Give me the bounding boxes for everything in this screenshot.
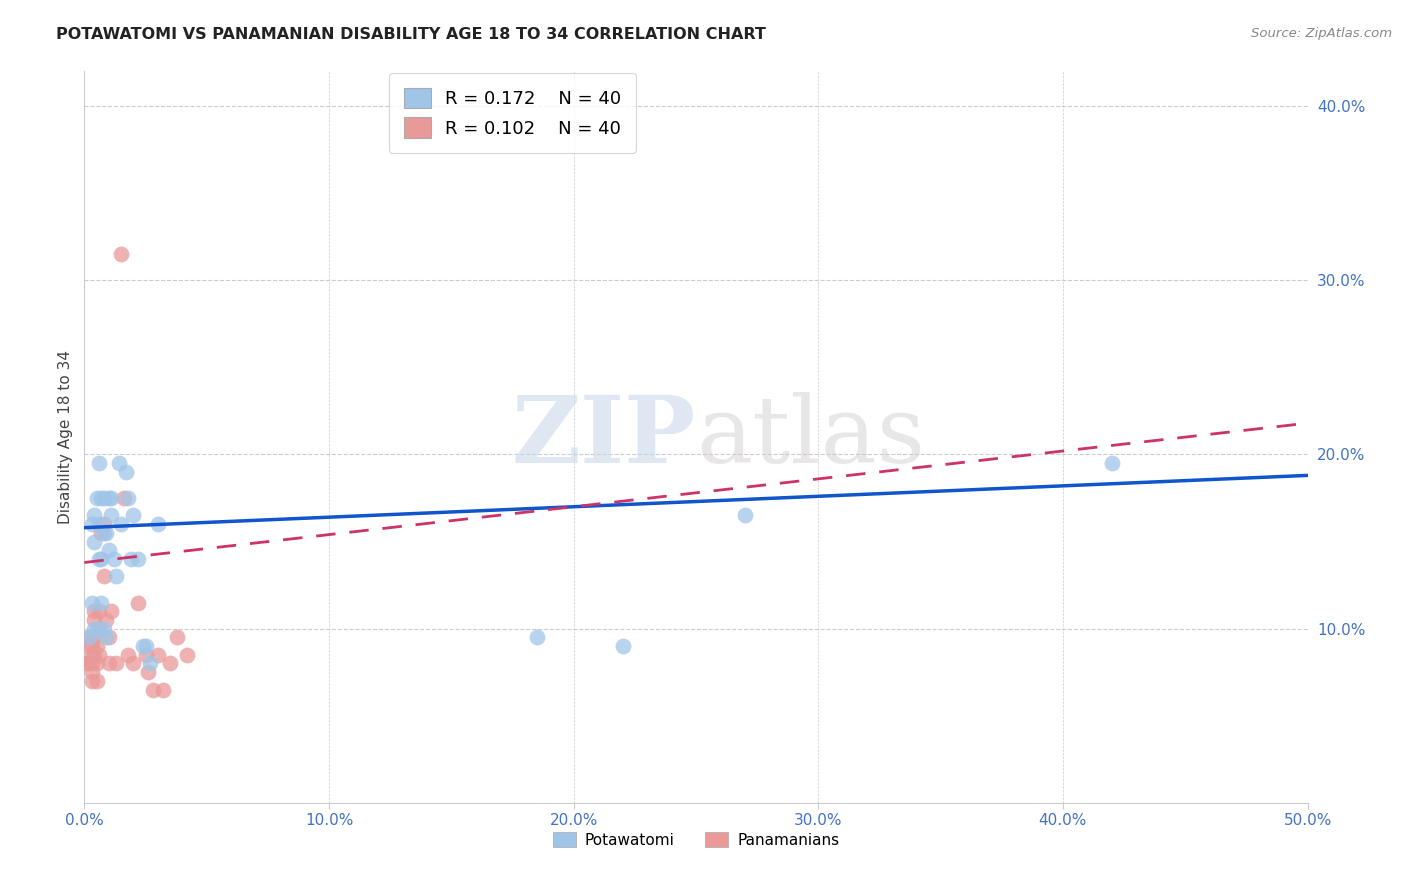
Point [80,657,103,671]
Point [100,491,122,505]
Point [87,517,110,532]
Point [90,595,112,609]
Point [135,648,157,662]
Point [97,491,120,505]
Point [107,456,129,470]
Point [146,648,169,662]
Point [176,648,198,662]
Point [103,552,125,566]
Point [87,604,110,618]
Point [127,552,149,566]
Point [159,657,181,671]
Legend: Potawatomi, Panamanians: Potawatomi, Panamanians [547,825,845,854]
Point [90,552,112,566]
Point [80,665,103,680]
Point [117,648,139,662]
Point [1101,456,1123,470]
Point [93,491,115,505]
Point [96,631,118,645]
Point [110,517,132,532]
Point [100,604,122,618]
Point [612,639,634,653]
Point [83,604,105,618]
Point [83,631,105,645]
Point [105,569,128,583]
Point [77,631,100,645]
Point [142,682,165,697]
Point [90,525,112,540]
Text: atlas: atlas [696,392,925,482]
Point [117,491,139,505]
Point [83,534,105,549]
Text: ZIP: ZIP [512,392,696,482]
Point [77,631,100,645]
Point [105,657,128,671]
Point [83,648,105,662]
Point [139,657,162,671]
Point [110,247,132,261]
Point [96,613,118,627]
Point [90,491,112,505]
Y-axis label: Disability Age 18 to 34: Disability Age 18 to 34 [58,350,73,524]
Point [86,657,108,671]
Point [112,491,135,505]
Point [152,682,174,697]
Point [93,622,115,636]
Point [166,631,188,645]
Point [127,595,149,609]
Point [87,552,110,566]
Point [97,543,120,558]
Point [526,631,548,645]
Point [87,622,110,636]
Point [93,517,115,532]
Point [93,569,115,583]
Point [132,639,155,653]
Point [115,465,138,479]
Point [80,639,103,653]
Point [83,622,105,636]
Text: Source: ZipAtlas.com: Source: ZipAtlas.com [1251,27,1392,40]
Point [86,673,108,688]
Text: POTAWATOMI VS PANAMANIAN DISABILITY AGE 18 TO 34 CORRELATION CHART: POTAWATOMI VS PANAMANIAN DISABILITY AGE … [56,27,766,42]
Point [100,508,122,523]
Point [83,508,105,523]
Point [135,639,157,653]
Point [80,595,103,609]
Point [80,673,103,688]
Point [80,517,103,532]
Point [86,622,108,636]
Point [97,657,120,671]
Point [87,648,110,662]
Point [87,456,110,470]
Point [76,657,98,671]
Point [86,639,108,653]
Point [122,657,145,671]
Point [146,517,169,532]
Point [77,639,100,653]
Point [120,552,142,566]
Point [136,665,159,680]
Point [83,613,105,627]
Point [97,631,120,645]
Point [86,491,108,505]
Point [96,525,118,540]
Point [77,657,100,671]
Point [80,648,103,662]
Point [122,508,145,523]
Point [93,525,115,540]
Point [734,508,756,523]
